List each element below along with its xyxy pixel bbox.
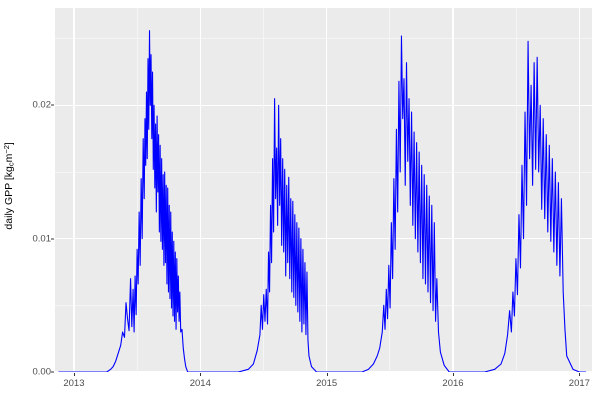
grid-minor-horizontal bbox=[55, 38, 592, 39]
x-axis-tick-label: 2015 bbox=[316, 378, 338, 389]
grid-minor-vertical bbox=[389, 8, 391, 372]
grid-minor-vertical bbox=[263, 8, 264, 372]
y-axis-tick-mark bbox=[51, 371, 54, 373]
x-axis-tick-mark bbox=[453, 373, 454, 376]
grid-minor-horizontal bbox=[55, 171, 592, 173]
y-axis-tick-mark bbox=[51, 238, 54, 240]
y-axis-tick-labels: 0.00 0.01 0.02 bbox=[18, 0, 52, 378]
grid-major-vertical bbox=[73, 8, 75, 372]
grid-major-vertical bbox=[326, 8, 328, 372]
x-axis-tick-mark bbox=[579, 373, 581, 376]
y-axis-title: daily GPP [kgcm−2] bbox=[0, 0, 18, 372]
grid-major-vertical bbox=[199, 8, 201, 372]
y-axis-tick-label: 0.02 bbox=[32, 99, 52, 111]
x-axis-tick-label: 2013 bbox=[63, 378, 85, 389]
y-axis-tick-label: 0.01 bbox=[32, 233, 52, 245]
grid-minor-vertical bbox=[136, 8, 138, 372]
x-axis-tick-mark bbox=[73, 373, 75, 376]
data-series-layer bbox=[58, 30, 587, 372]
y-axis-tick-mark bbox=[51, 104, 54, 106]
grid-minor-vertical bbox=[515, 8, 517, 372]
plot-panel bbox=[55, 8, 592, 372]
x-axis-tick-labels: 2013 2014 2015 2016 2017 bbox=[0, 373, 600, 400]
x-axis-tick-label: 2014 bbox=[189, 378, 211, 389]
x-axis-tick-label: 2016 bbox=[442, 378, 464, 389]
grid-major-horizontal bbox=[55, 104, 592, 106]
series-line-daily-gpp bbox=[58, 30, 587, 372]
grid-minor-horizontal bbox=[55, 304, 592, 306]
y-axis-tick-label: 0.00 bbox=[32, 366, 52, 378]
x-axis-tick-mark bbox=[326, 373, 328, 376]
y-axis-title-text: daily GPP [kgcm−2] bbox=[2, 142, 16, 230]
x-axis-tick-label: 2017 bbox=[568, 378, 590, 389]
grid-major-vertical bbox=[578, 8, 580, 372]
x-axis-tick-mark bbox=[200, 373, 202, 376]
grid-major-vertical bbox=[452, 8, 454, 372]
grid-major-horizontal bbox=[55, 238, 592, 240]
